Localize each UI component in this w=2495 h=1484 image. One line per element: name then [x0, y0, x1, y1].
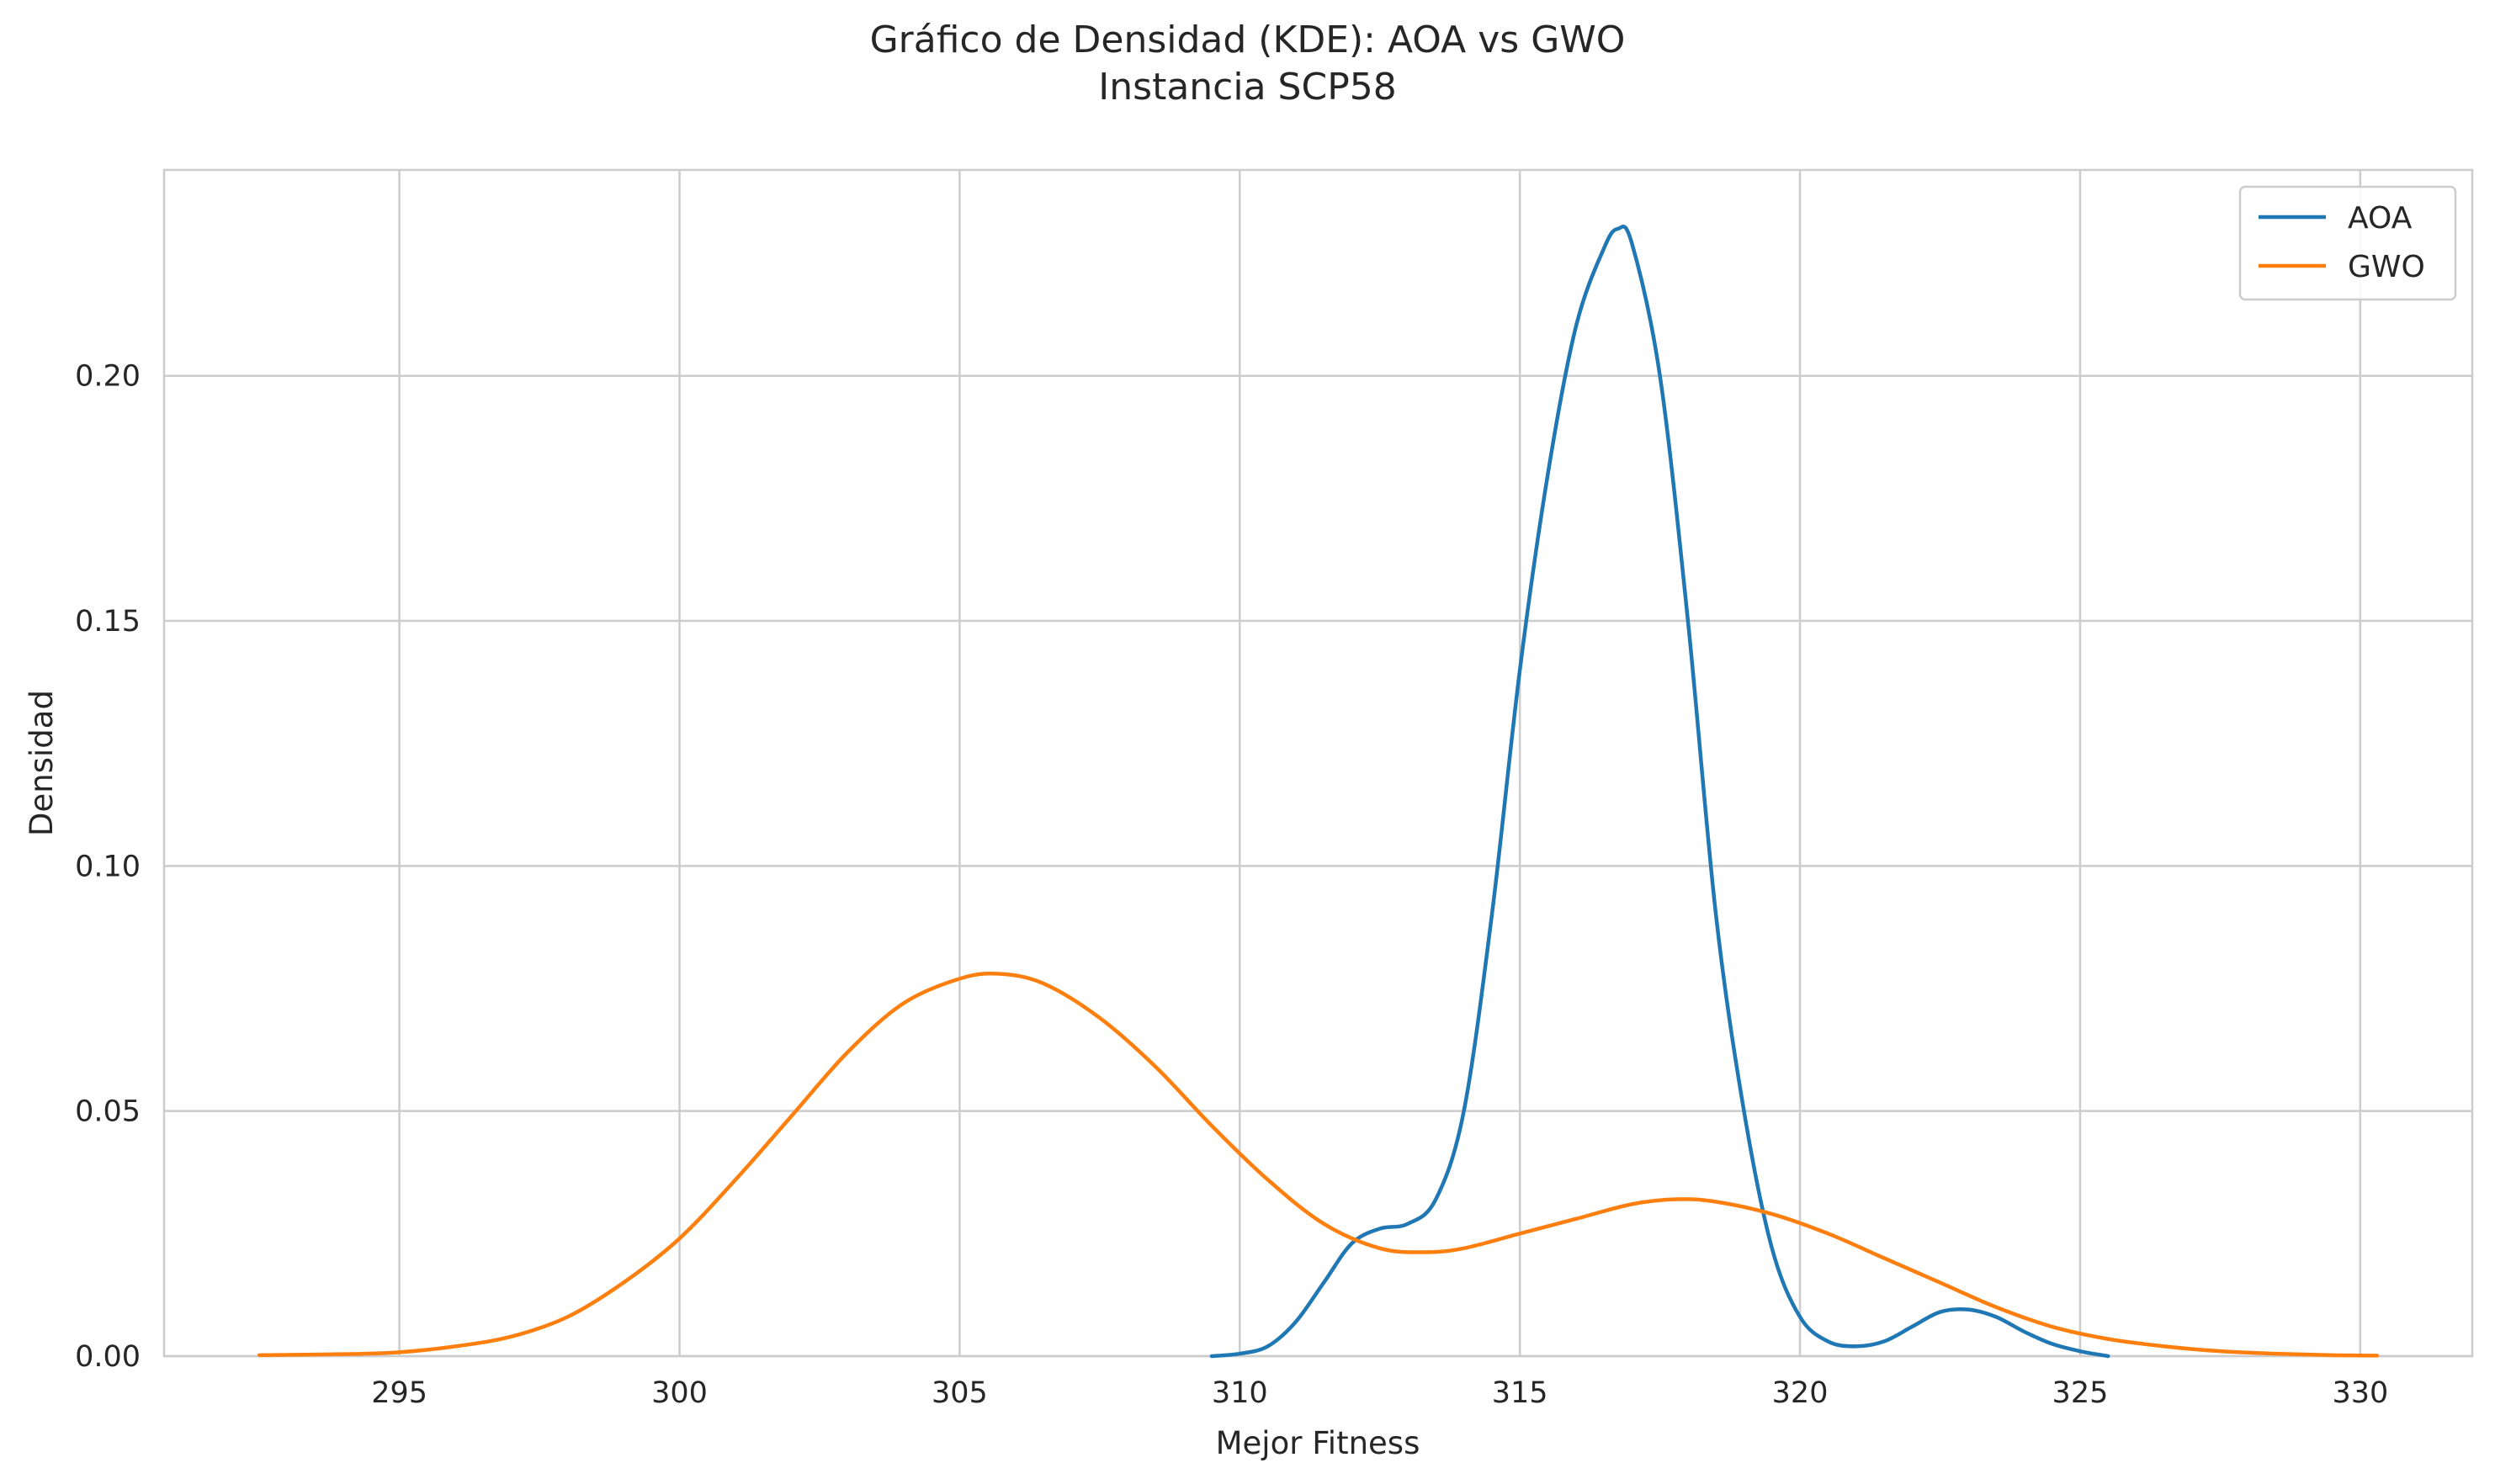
legend-entry: AOA — [2348, 201, 2413, 236]
y-tick-label: 0.15 — [75, 605, 141, 639]
legend-entry: GWO — [2348, 250, 2425, 284]
x-tick-label: 320 — [1772, 1376, 1829, 1410]
tick-labels: 295 300 305 310 315 320 325 330 0.00 0.05 0.10 0.15… — [75, 360, 2388, 1410]
y-tick-label: 0.20 — [75, 360, 141, 394]
y-tick-label: 0.00 — [75, 1340, 141, 1374]
y-axis-label: Densidad — [24, 690, 60, 836]
plot-area-frame — [162, 168, 2474, 1358]
series-lines — [257, 225, 2380, 1359]
x-tick-label: 305 — [932, 1376, 988, 1410]
x-tick-label: 330 — [2332, 1376, 2388, 1410]
x-axis-label: Mejor Fitness — [1216, 1425, 1420, 1461]
legend: AOA GWO — [2238, 185, 2457, 301]
legend-box — [2238, 185, 2457, 301]
series-line-gwo — [257, 971, 2380, 1358]
y-tick-label: 0.10 — [75, 850, 141, 883]
grid-lines — [164, 170, 2472, 1358]
chart-subtitle: Instancia SCP58 — [1098, 66, 1397, 109]
x-tick-label: 310 — [1212, 1376, 1268, 1410]
x-tick-label: 300 — [651, 1376, 708, 1410]
chart-title: Gráfico de Densidad (KDE): AOA vs GWO — [869, 19, 1626, 61]
x-tick-label: 295 — [371, 1376, 427, 1410]
y-tick-label: 0.05 — [75, 1095, 141, 1129]
series-line-aoa — [1209, 225, 2110, 1359]
x-tick-label: 315 — [1492, 1376, 1548, 1410]
x-tick-label: 325 — [2052, 1376, 2109, 1410]
